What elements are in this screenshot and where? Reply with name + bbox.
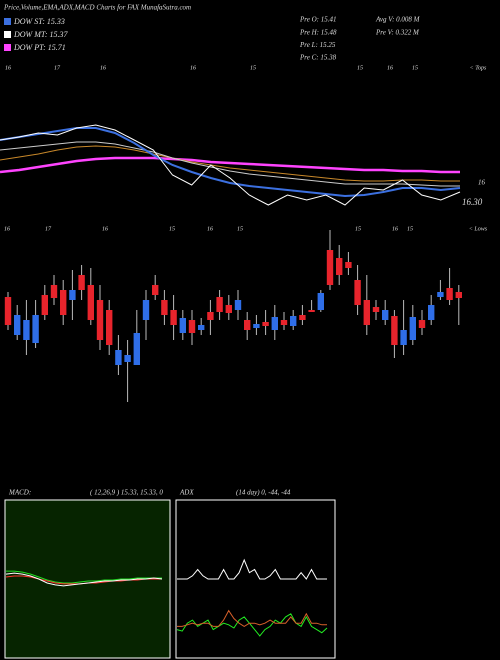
candle-body [60,290,67,315]
top-label: 15 [357,65,363,71]
info-text: Pre O: 15.41 [299,16,336,24]
legend-swatch [4,18,11,25]
candle-body [244,320,251,330]
low-label: 15 [237,226,243,232]
panel-params: ( 12,26,9 ) 15.33, 15.33, 0 [90,489,163,497]
candle-body [14,315,21,335]
candle-body [234,300,242,310]
candle-body [225,305,232,313]
candle-body [124,355,131,362]
candle-body [4,297,12,325]
candle-body [152,285,159,295]
candle-body [428,305,435,320]
low-label: 16 [102,226,108,232]
candle-body [290,316,297,326]
candle-body [299,315,306,320]
candle-body [382,310,389,320]
candle-body [363,300,370,325]
series-line [177,609,327,627]
info-text: Pre V: 0.322 M [375,28,420,36]
candle-body [409,317,416,340]
info-text: Pre C: 15.38 [299,54,337,62]
series-line [0,145,460,182]
legend-swatch [4,44,11,51]
candle-body [253,324,260,328]
candle-body [188,320,196,333]
low-label: 17 [45,226,52,232]
low-label: 15 [407,226,413,232]
top-label: 16 [190,65,196,71]
candle-body [78,275,85,290]
series-line [6,570,162,584]
info-text: Avg V: 0.008 M [375,16,421,24]
candle-body [308,310,315,312]
candle-body [271,317,278,330]
right-label: 16.30 [462,197,483,207]
candle-body [50,285,58,298]
panel-label: MACD: [8,489,31,497]
top-label: 16 [5,65,11,71]
series-line [5,572,163,587]
candle-body [207,312,214,320]
candle-body [336,258,343,275]
legend-swatch [4,31,11,38]
top-label: 17 [54,65,61,71]
candle-body [133,333,140,365]
low-label: 16 [4,226,10,232]
right-label: 16 [478,179,486,187]
legend-label: DOW MT: 15.37 [13,30,69,39]
series-line [177,558,327,580]
panel [175,499,336,659]
candle-body [317,293,324,310]
top-label: 15 [250,65,256,71]
series-line [0,124,461,206]
legend-label: DOW PT: 15.71 [13,43,66,52]
candle-body [446,288,453,300]
low-label: 16 [392,226,398,232]
candle-body [400,330,407,345]
low-label: 16 [207,226,213,232]
candle-body [32,315,39,343]
candle-body [142,300,150,320]
candle-body [96,300,104,340]
candle-body [161,300,168,315]
candle-body [216,297,223,312]
candle-body [170,310,177,325]
candle-body [179,318,186,333]
candle-body [23,320,30,340]
candle-body [418,320,426,328]
candle-body [372,307,380,312]
candle-body [326,250,334,285]
candle-body [280,320,288,325]
info-text: Pre H: 15.48 [299,28,337,36]
chart-title: Price,Volume,EMA,ADX,MACD Charts for FAX… [3,4,191,12]
candle-body [115,350,122,365]
candle-body [198,325,205,330]
low-label: 15 [355,226,361,232]
top-label: 16 [387,65,393,71]
series-line [0,141,460,187]
candle-body [69,290,76,300]
info-text: Pre L: 15.25 [299,41,336,49]
low-label: < Lows [469,226,488,232]
candle-body [345,262,352,268]
panel-label: ADX [179,489,194,497]
candle-body [437,292,444,297]
legend-label: DOW ST: 15.33 [13,17,65,26]
candle-body [354,280,361,305]
top-label: < Tops [470,65,487,71]
candle-body [87,285,94,320]
candle-body [455,292,462,298]
candle-body [106,310,113,345]
panel-params: (14 day) 0, -44, -44 [236,489,291,497]
candle-body [262,322,269,326]
top-label: 16 [100,65,106,71]
top-label: 15 [412,65,418,71]
series-line [0,156,460,174]
candle-body [391,316,398,345]
candle-body [41,295,48,315]
low-label: 15 [169,226,175,232]
